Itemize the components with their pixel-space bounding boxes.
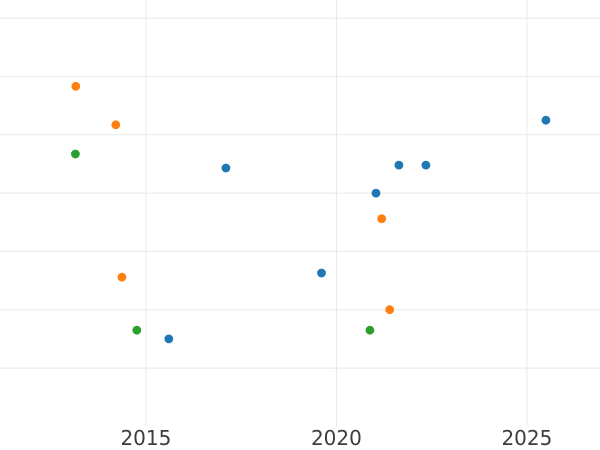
vertical-gridlines — [145, 0, 528, 427]
data-point-blue — [541, 115, 551, 125]
data-point-orange — [385, 305, 395, 315]
data-point-blue — [164, 334, 174, 344]
data-point-orange — [377, 214, 387, 224]
data-point-blue — [221, 163, 231, 173]
data-point-blue — [421, 160, 431, 170]
x-tick-label-2015: 2015 — [120, 426, 171, 450]
x-axis-tick-labels: 2015 2020 2025 — [120, 426, 552, 450]
data-point-orange — [117, 272, 127, 282]
data-point-blue — [317, 268, 326, 278]
data-point-green — [71, 149, 80, 159]
x-tick-label-2020: 2020 — [311, 426, 362, 450]
data-points-layer — [71, 81, 551, 344]
data-point-green — [132, 325, 142, 335]
data-point-green — [365, 325, 375, 335]
data-point-orange — [71, 81, 81, 91]
horizontal-gridlines — [0, 17, 600, 369]
data-point-orange — [111, 120, 121, 130]
x-tick-label-2025: 2025 — [501, 426, 552, 450]
data-point-blue — [371, 188, 381, 198]
data-point-blue — [394, 160, 404, 170]
